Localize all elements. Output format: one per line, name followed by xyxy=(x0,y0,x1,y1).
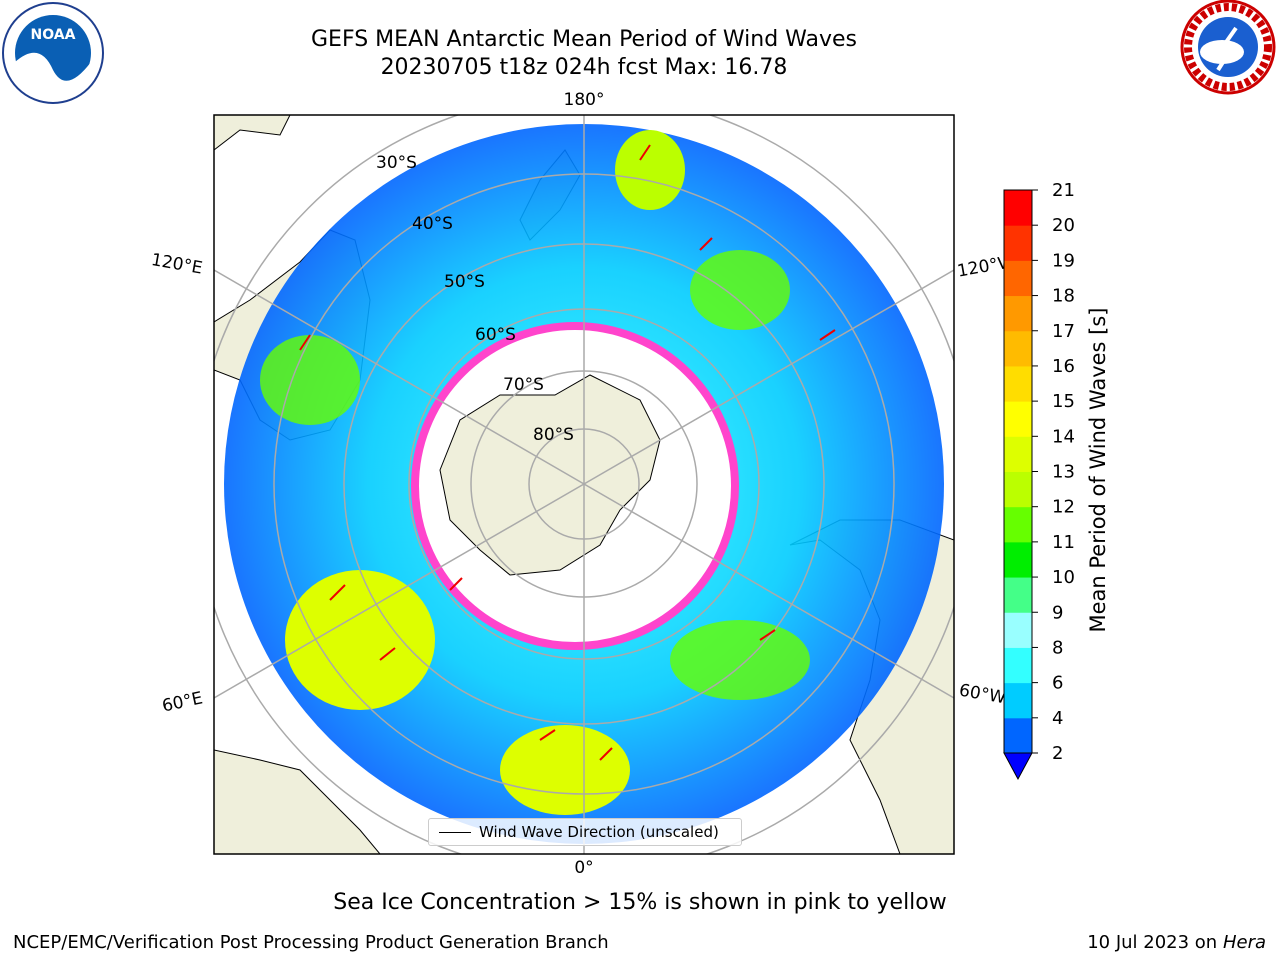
colorbar-tick-label: 9 xyxy=(1052,602,1063,623)
meridian-label-0: 0° xyxy=(574,858,593,878)
colorbar-segment xyxy=(1004,647,1032,684)
colorbar-segment xyxy=(1004,436,1032,472)
wave-field-high-pacific xyxy=(615,130,685,210)
colorbar-tick-label: 13 xyxy=(1052,462,1075,483)
colorbar-tick-label: 16 xyxy=(1052,356,1075,377)
colorbar-segment xyxy=(1004,471,1032,508)
colorbar-tick-label: 14 xyxy=(1052,426,1075,447)
wave-field-mid-1 xyxy=(260,335,360,425)
wave-field-high-atlantic xyxy=(500,725,630,815)
parallel-label-50s: 50°S xyxy=(444,272,485,292)
colorbar-tick-label: 20 xyxy=(1052,215,1075,236)
parallel-label-70s: 70°S xyxy=(503,375,544,395)
meridian-label-60e: 60°E xyxy=(160,688,204,716)
parallel-label-30s: 30°S xyxy=(376,153,417,173)
footer-date: 10 Jul 2023 on Hera xyxy=(1087,932,1266,953)
parallel-label-40s: 40°S xyxy=(412,214,453,234)
colorbar-tick-label: 15 xyxy=(1052,391,1075,412)
colorbar-segment xyxy=(1004,577,1032,613)
noaa-logo: NOAA xyxy=(2,2,104,104)
colorbar-tick-label: 12 xyxy=(1052,497,1075,518)
colorbar-segment xyxy=(1004,365,1032,402)
nws-logo xyxy=(1180,0,1276,95)
colorbar-tick-label: 4 xyxy=(1052,708,1063,729)
map-frame xyxy=(213,114,955,855)
colorbar-tick-label: 19 xyxy=(1052,250,1075,271)
footer-credit: NCEP/EMC/Verification Post Processing Pr… xyxy=(13,932,609,953)
colorbar-title: Mean Period of Wind Waves [s] xyxy=(1086,308,1110,633)
sea-ice-note: Sea Ice Concentration > 15% is shown in … xyxy=(333,890,947,915)
colorbar-tick-label: 6 xyxy=(1052,673,1063,694)
graticule xyxy=(214,115,954,854)
colorbar-segment xyxy=(1004,541,1032,578)
wave-field-mid-2 xyxy=(670,620,810,700)
colorbar-tick-label: 8 xyxy=(1052,637,1063,658)
legend-label: Wind Wave Direction (unscaled) xyxy=(479,823,719,841)
colorbar-segment xyxy=(1004,506,1032,543)
colorbar-segment xyxy=(1004,612,1032,648)
footer-host: Hera xyxy=(1222,932,1266,953)
colorbar-segment xyxy=(1004,401,1032,437)
colorbar-under-triangle xyxy=(1003,752,1033,781)
africa-landmass xyxy=(214,749,381,854)
meridian-label-60w: 60°W xyxy=(958,681,1008,709)
meridian-label-120e: 120°E xyxy=(150,250,204,279)
legend-line-sample xyxy=(439,832,471,833)
colorbar-segment xyxy=(1004,225,1032,261)
map-legend: Wind Wave Direction (unscaled) xyxy=(428,818,742,846)
colorbar-tick-label: 18 xyxy=(1052,286,1075,307)
chart-title-line1: GEFS MEAN Antarctic Mean Period of Wind … xyxy=(311,27,857,52)
wave-field-mid-3 xyxy=(690,250,790,330)
colorbar-segment xyxy=(1004,295,1032,332)
colorbar-segment xyxy=(1004,682,1032,719)
chart-title-line2: 20230705 t18z 024h fcst Max: 16.78 xyxy=(380,55,788,80)
noaa-logo-text: NOAA xyxy=(31,27,76,43)
asia-landmass xyxy=(214,115,291,151)
meridian-label-180: 180° xyxy=(564,90,605,110)
colorbar: 2 4 6 8 9 10 11 12 13 14 15 16 17 18 19 20 21 xyxy=(1003,180,1075,781)
colorbar-segment xyxy=(1004,717,1032,754)
parallel-label-80s: 80°S xyxy=(533,425,574,445)
colorbar-tick-label: 17 xyxy=(1052,321,1075,342)
footer-date-text: 10 Jul 2023 on xyxy=(1087,932,1218,953)
colorbar-segment xyxy=(1004,260,1032,297)
wave-direction-arrows xyxy=(299,144,836,761)
colorbar-tick-label: 11 xyxy=(1052,532,1075,553)
colorbar-segment xyxy=(1004,190,1032,226)
colorbar-tick-label: 21 xyxy=(1052,180,1075,201)
parallel-label-60s: 60°S xyxy=(475,325,516,345)
antarctica-landmass xyxy=(439,374,661,576)
wave-field-high-indian xyxy=(285,570,435,710)
colorbar-tick-label: 2 xyxy=(1052,743,1063,764)
colorbar-tick-label: 10 xyxy=(1052,567,1075,588)
colorbar-segment xyxy=(1004,330,1032,367)
